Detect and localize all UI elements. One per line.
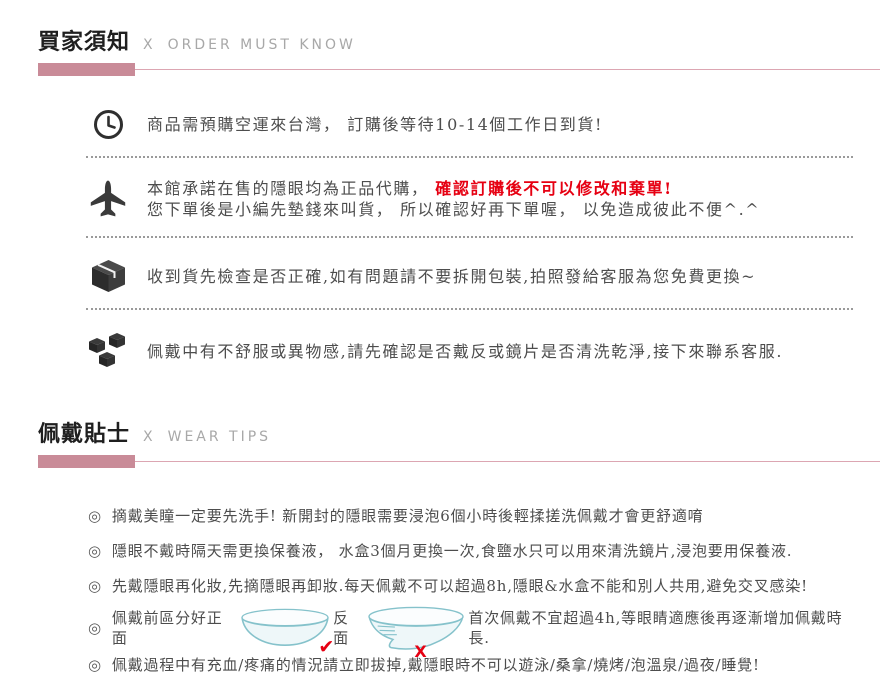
accent-bar-thick (38, 63, 135, 76)
lens-correct-icon (241, 608, 329, 646)
notice-item-shipping: 商品需預購空運來台灣， 訂購後等待10-14個工作日到貨! (86, 104, 855, 144)
section-wear-tips: 佩戴貼士 X WEAR TIPS ◎ 摘戴美瞳一定要先洗手! 新開封的隱眼需要浸… (0, 416, 880, 675)
notice-line: 佩戴中有不舒服或異物感,請先確認是否戴反或鏡片是否清洗乾淨,接下來聯系客服. (147, 341, 784, 361)
tip-text-pre: 佩戴前區分好正面 (111, 609, 223, 647)
tip-solution-change: ◎ 隱眼不戴時隔天需更換保養液， 水盒3個月更換一次,食鹽水只可以用來清洗鏡片,… (88, 541, 860, 561)
checkmark-icon: ✔ (318, 636, 336, 658)
notice-line: 商品需預購空運來台灣， 訂購後等待10-14個工作日到貨! (147, 114, 604, 134)
accent-bar-line (135, 461, 880, 462)
dotted-divider (86, 156, 853, 158)
notice-text-block: 本館承諾在售的隱眼均為正品代購， 確認訂購後不可以修改和棄單! 您下單後是小編先… (147, 178, 760, 220)
title-separator: X (143, 429, 155, 445)
tip-text: 先戴隱眼再化妝,先摘隱眼再卸妝.每天佩戴不可以超過8h,隱眼&水盒不能和別人共用… (111, 577, 808, 595)
notice-text: 佩戴中有不舒服或異物感,請先確認是否戴反或鏡片是否清洗乾淨,接下來聯系客服. (147, 341, 783, 362)
bullseye-bullet-icon: ◎ (88, 542, 102, 560)
airplane-icon (86, 178, 130, 220)
notice-line: 本館承諾在售的隱眼均為正品代購， (147, 179, 436, 198)
bullseye-bullet-icon: ◎ (88, 656, 102, 674)
tip-makeup-order: ◎ 先戴隱眼再化妝,先摘隱眼再卸妝.每天佩戴不可以超過8h,隱眼&水盒不能和別人… (88, 576, 860, 596)
clock-icon (86, 109, 130, 140)
tip-wash-hands: ◎ 摘戴美瞳一定要先洗手! 新開封的隱眼需要浸泡6個小時後輕揉搓洗佩戴才會更舒適… (88, 506, 860, 526)
notice-item-inspection: 收到貨先檢查是否正確,如有問題請不要拆開包裝,拍照發給客服為您免費更換~ (86, 256, 855, 296)
lens-back-illustration: X (366, 605, 466, 661)
accent-bar-line (135, 69, 880, 70)
notice-line: 收到貨先檢查是否正確,如有問題請不要拆開包裝,拍照發給客服為您免費更換~ (147, 266, 757, 286)
bullseye-bullet-icon: ◎ (88, 577, 102, 595)
dotted-divider (86, 236, 853, 238)
title-separator: X (143, 37, 155, 53)
bullseye-bullet-icon: ◎ (88, 619, 102, 637)
accent-bar-thick (38, 455, 135, 468)
cubes-icon (86, 330, 130, 372)
lens-inverted-icon (368, 606, 465, 650)
notice-list: 商品需預購空運來台灣， 訂購後等待10-14個工作日到貨! 本館承諾在售的隱眼均… (86, 104, 855, 372)
notice-item-authentic: 本館承諾在售的隱眼均為正品代購， 確認訂購後不可以修改和棄單! 您下單後是小編先… (86, 174, 855, 224)
tip-text: 摘戴美瞳一定要先洗手! 新開封的隱眼需要浸泡6個小時後輕揉搓洗佩戴才會更舒適唷 (111, 507, 704, 525)
cross-icon: X (414, 642, 428, 661)
wear-tips-list: ◎ 摘戴美瞳一定要先洗手! 新開封的隱眼需要浸泡6個小時後輕揉搓洗佩戴才會更舒適… (88, 506, 860, 675)
tip-front-back: ◎ 佩戴前區分好正面 ✔ 反面 X (88, 605, 860, 661)
notice-text: 商品需預購空運來台灣， 訂購後等待10-14個工作日到貨! (147, 114, 603, 135)
tip-text: 隱眼不戴時隔天需更換保養液， 水盒3個月更換一次,食鹽水只可以用來清洗鏡片,浸泡… (111, 542, 793, 560)
dotted-divider (86, 308, 853, 310)
tip-text: 佩戴過程中有充血/疼痛的情況請立即拔掉,戴隱眼時不可以遊泳/桑拿/燒烤/泡溫泉/… (111, 656, 760, 674)
accent-bar (38, 63, 880, 76)
package-icon (86, 258, 130, 294)
section-title-cn: 佩戴貼士 (38, 422, 131, 447)
notice-line: 您下單後是小編先墊錢來叫貨， 所以確認好再下單喔， 以免造成彼此不便^.^ (147, 200, 761, 219)
section-buyer-notice: 買家須知 X ORDER MUST KNOW 商品需預購空運來台灣， 訂購後等待… (0, 24, 880, 372)
notice-line-highlight: 確認訂購後不可以修改和棄單! (435, 179, 673, 198)
tip-remove-if-pain: ◎ 佩戴過程中有充血/疼痛的情況請立即拔掉,戴隱眼時不可以遊泳/桑拿/燒烤/泡溫… (88, 655, 860, 675)
notice-text: 您下單後是小編先墊錢來叫貨， 所以確認好再下單喔， 以免造成彼此不便^.^ (147, 199, 760, 220)
lens-front-illustration: ✔ (239, 607, 334, 657)
tip-text-mid: 反面 (333, 609, 349, 647)
buyer-notice-header: 買家須知 X ORDER MUST KNOW (38, 24, 880, 56)
wear-tips-header: 佩戴貼士 X WEAR TIPS (38, 416, 880, 448)
bullseye-bullet-icon: ◎ (88, 507, 102, 525)
section-title-cn: 買家須知 (38, 30, 131, 55)
notice-item-discomfort: 佩戴中有不舒服或異物感,請先確認是否戴反或鏡片是否清洗乾淨,接下來聯系客服. (86, 330, 855, 372)
section-subtitle-en: ORDER MUST KNOW (167, 37, 356, 53)
tip-text-post: 首次佩戴不宜超過4h,等眼睛適應後再逐漸增加佩戴時長. (468, 609, 843, 647)
notice-text: 收到貨先檢查是否正確,如有問題請不要拆開包裝,拍照發給客服為您免費更換~ (147, 266, 756, 287)
notice-text: 本館承諾在售的隱眼均為正品代購， 確認訂購後不可以修改和棄單! (147, 178, 760, 199)
section-subtitle-en: WEAR TIPS (167, 429, 272, 445)
accent-bar (38, 455, 880, 468)
